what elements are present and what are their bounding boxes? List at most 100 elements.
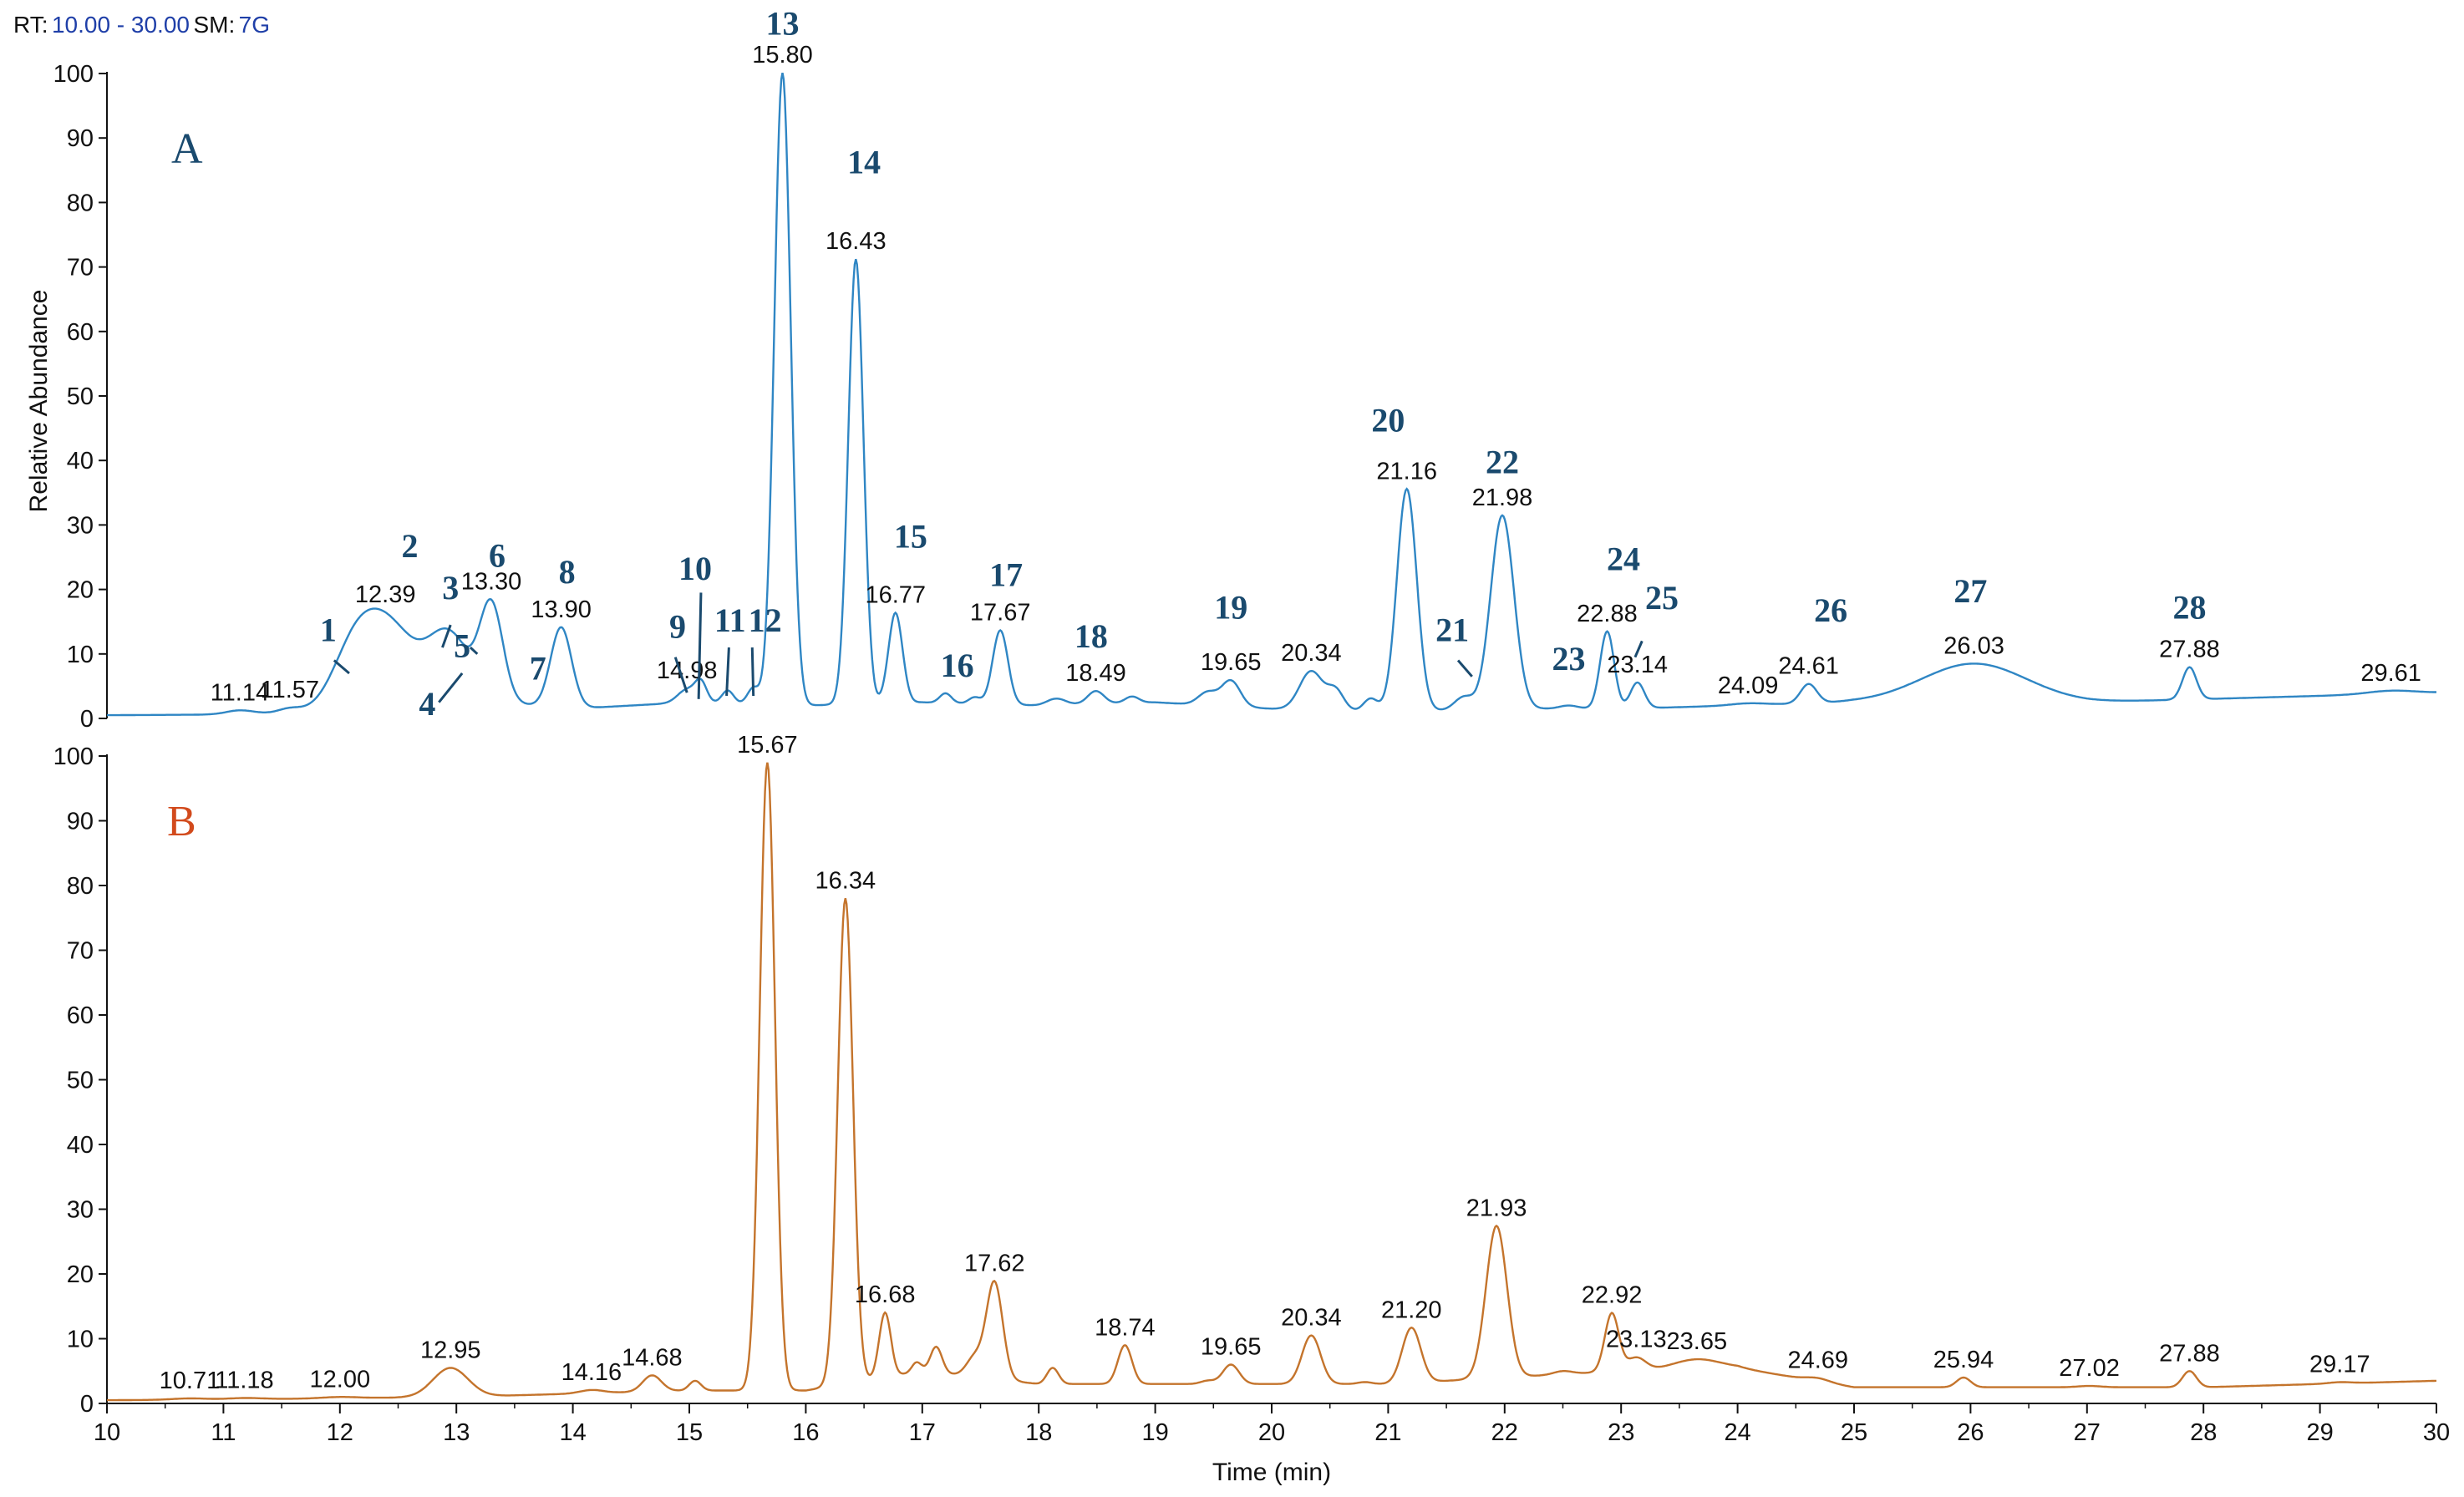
x-axis: 10 11 12 13 14 15 16 17 18 19 20 21 22 23 24 25 26 27 28 29… — [94, 1403, 2450, 1446]
peak-rt-label: 24.61 — [1778, 653, 1839, 680]
peak-rt-label: 11.18 — [215, 1368, 273, 1394]
peak-rt-label: 20.34 — [1281, 640, 1342, 667]
peak-rt-label: 21.16 — [1376, 458, 1437, 485]
peak-rt-label: 27.88 — [2159, 1340, 2220, 1367]
x-tick-label: 29 — [2306, 1419, 2333, 1446]
peak-id-label: 18 — [1075, 617, 1108, 655]
peak-rt-label: 18.74 — [1095, 1314, 1156, 1341]
peak-id-label: 9 — [669, 608, 686, 646]
peak-id-label: 21 — [1435, 611, 1469, 648]
x-tick-label: 23 — [1608, 1419, 1634, 1446]
x-tick-label: 16 — [792, 1419, 819, 1446]
y-tick-label: 50 — [67, 1068, 94, 1094]
peak-id-label: 4 — [419, 685, 435, 723]
y-tick-label: 100 — [53, 743, 94, 770]
peak-rt-label: 23.65 — [1667, 1328, 1728, 1355]
y-tick-label: 20 — [67, 577, 94, 604]
peak-rt-label: 20.34 — [1281, 1305, 1342, 1332]
peak-leader-line — [334, 661, 349, 673]
peak-id-label: 11 — [714, 601, 746, 639]
peak-rt-label: 23.14 — [1607, 652, 1668, 678]
y-tick-label: 0 — [80, 706, 94, 733]
x-tick-label: 11 — [211, 1419, 236, 1446]
y-tick-label: 90 — [67, 125, 94, 152]
peak-rt-label: 23.13 — [1606, 1327, 1667, 1353]
y-tick-label: 70 — [67, 938, 94, 965]
panel-tag: B — [167, 798, 196, 845]
y-axis-label: Relative Abundance — [25, 290, 53, 513]
peak-leader-line — [439, 673, 462, 703]
peak-rt-label: 17.62 — [964, 1250, 1025, 1276]
peak-id-label: 1 — [320, 611, 337, 648]
peak-rt-label: 29.17 — [2309, 1352, 2370, 1378]
x-tick-label: 21 — [1374, 1419, 1401, 1446]
peak-leader-line — [727, 647, 729, 696]
peak-rt-label: 22.88 — [1577, 601, 1638, 627]
peak-rt-label: 27.88 — [2159, 637, 2220, 663]
peak-id-label: 25 — [1645, 579, 1679, 617]
y-tick-label: 40 — [67, 1132, 94, 1159]
peak-id-label: 16 — [941, 647, 974, 684]
peak-leader-line — [1458, 661, 1472, 677]
peak-id-label: 3 — [442, 569, 459, 606]
x-tick-label: 20 — [1258, 1419, 1285, 1446]
peak-id-label: 24 — [1607, 540, 1640, 577]
x-tick-label: 28 — [2190, 1419, 2217, 1446]
peak-rt-label: 24.69 — [1787, 1347, 1848, 1374]
x-axis-label: Time (min) — [1212, 1459, 1331, 1486]
peak-id-label: 28 — [2172, 588, 2206, 626]
peak-rt-label: 22.92 — [1582, 1282, 1643, 1309]
peak-id-label: 23 — [1552, 640, 1585, 677]
peak-id-label: 20 — [1371, 401, 1405, 439]
peak-leader-line — [752, 647, 753, 696]
peak-id-label: 14 — [847, 144, 881, 181]
peak-id-label: 2 — [401, 527, 418, 565]
peak-rt-label: 14.16 — [561, 1359, 622, 1386]
peak-rt-label: 27.02 — [2059, 1355, 2120, 1382]
x-tick-label: 27 — [2074, 1419, 2101, 1446]
trace-line — [107, 73, 2436, 715]
peak-rt-label: 21.20 — [1381, 1297, 1442, 1323]
peak-id-label: 27 — [1953, 572, 1987, 610]
x-tick-label: 17 — [909, 1419, 936, 1446]
peak-rt-label: 14.68 — [622, 1344, 683, 1371]
x-tick-label: 18 — [1025, 1419, 1052, 1446]
y-tick-label: 20 — [67, 1261, 94, 1288]
peak-rt-label: 11.57 — [261, 677, 319, 703]
peak-id-label: 8 — [559, 553, 576, 591]
peak-rt-label: 18.49 — [1065, 660, 1126, 687]
y-tick-label: 0 — [80, 1391, 94, 1418]
peak-rt-label: 14.98 — [657, 657, 718, 684]
peak-id-label: 10 — [678, 550, 712, 587]
peak-id-label: 26 — [1814, 591, 1847, 629]
peak-rt-label: 12.95 — [420, 1337, 481, 1363]
peak-id-label: 6 — [489, 537, 506, 575]
y-tick-label: 80 — [67, 873, 94, 900]
peak-id-label: 13 — [766, 5, 800, 43]
x-tick-label: 30 — [2423, 1419, 2450, 1446]
peak-rt-label: 13.90 — [531, 596, 592, 623]
x-tick-label: 13 — [443, 1419, 470, 1446]
peak-rt-label: 16.43 — [826, 228, 887, 255]
peak-rt-label: 17.67 — [970, 600, 1031, 627]
peak-rt-label: 19.65 — [1201, 649, 1262, 676]
peak-id-label: 22 — [1486, 444, 1519, 481]
peak-rt-label: 16.34 — [815, 867, 876, 894]
peak-rt-label: 24.09 — [1718, 672, 1779, 699]
peak-rt-label: 12.00 — [310, 1366, 371, 1393]
peak-rt-label: 19.65 — [1201, 1333, 1262, 1360]
x-tick-label: 22 — [1491, 1419, 1518, 1446]
y-tick-label: 30 — [67, 512, 94, 539]
y-tick-label: 30 — [67, 1197, 94, 1224]
peak-id-label: 12 — [749, 601, 782, 639]
peak-rt-label: 25.94 — [1933, 1347, 1994, 1373]
y-tick-label: 10 — [67, 1327, 94, 1353]
x-tick-label: 24 — [1724, 1419, 1750, 1446]
peak-id-label: 7 — [530, 650, 546, 688]
peak-rt-label: 10.71 — [160, 1368, 221, 1394]
peak-rt-label: 21.98 — [1472, 485, 1533, 511]
peak-rt-label: 16.77 — [865, 582, 926, 609]
